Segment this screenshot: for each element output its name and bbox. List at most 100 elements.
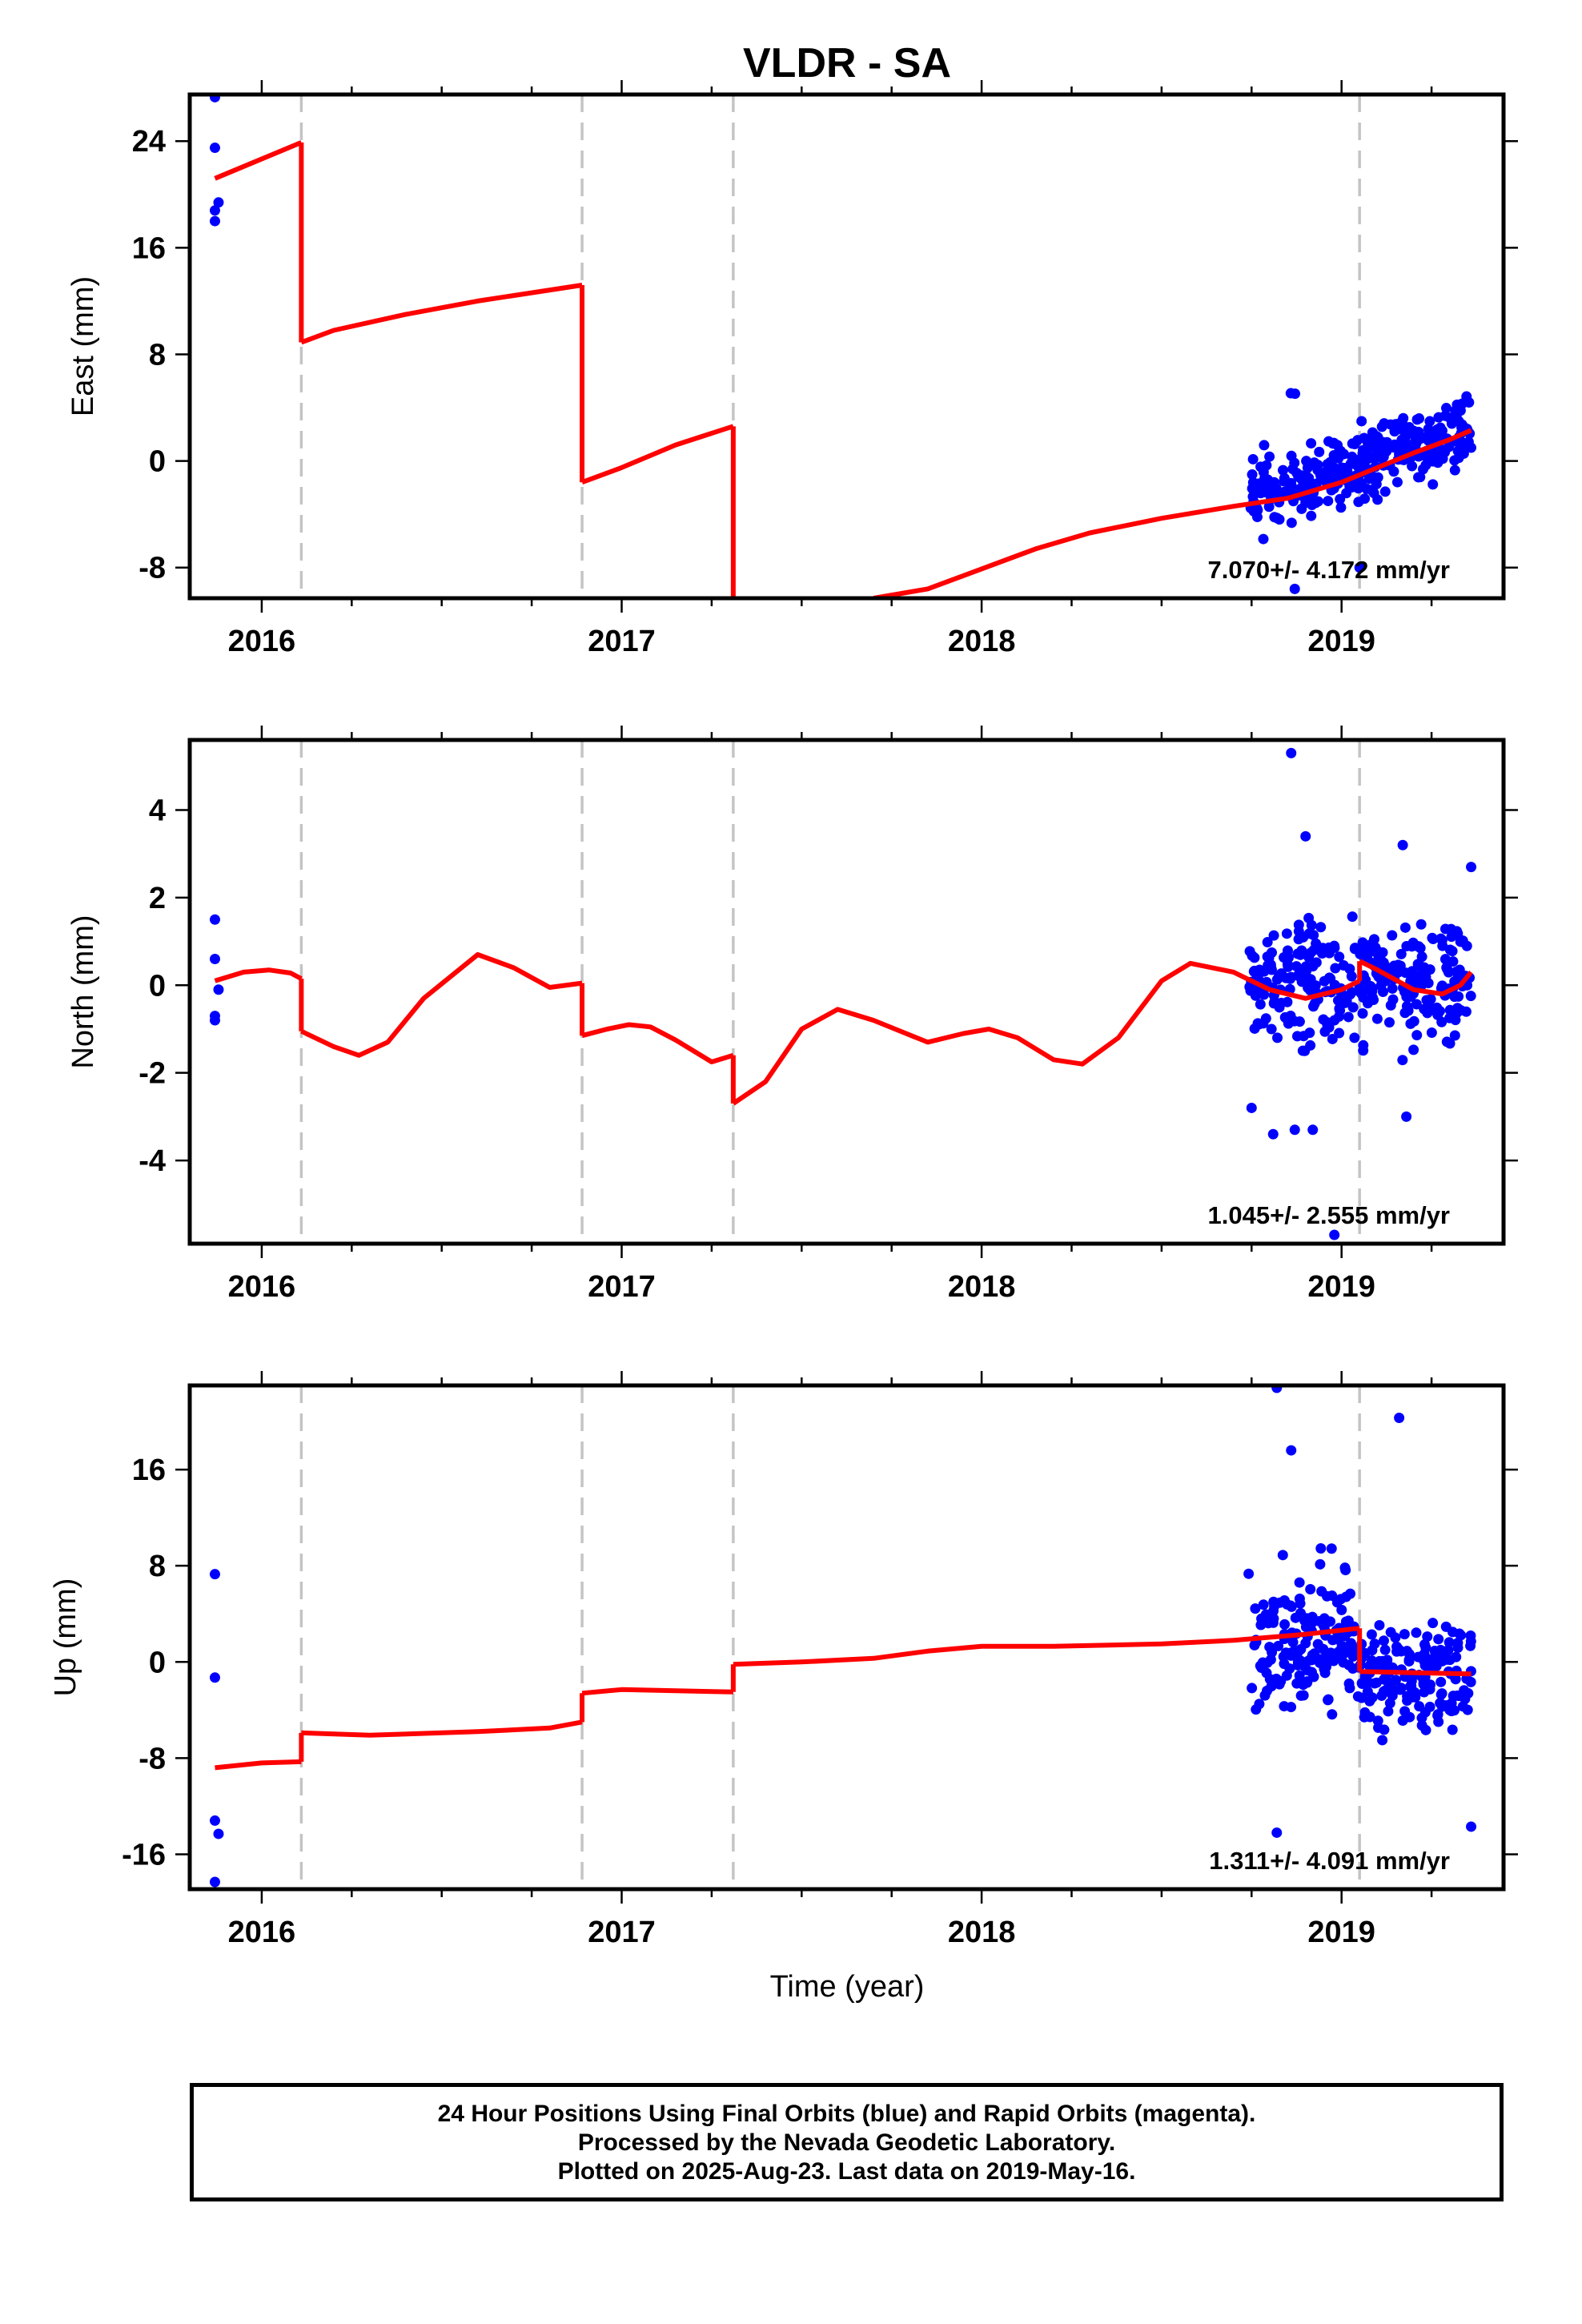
data-point [1359,493,1371,505]
data-point [1331,469,1342,480]
data-point [1328,1655,1339,1667]
data-point [1420,1724,1431,1735]
data-point [1268,1596,1279,1607]
data-point [1340,1565,1351,1576]
y-tick-label: 4 [149,794,166,828]
data-point [1349,943,1360,955]
data-point [1399,1629,1410,1640]
data-point [1287,1637,1299,1648]
data-point [1405,1018,1416,1029]
chart-title: VLDR - SA [743,40,951,86]
data-point [1378,1686,1389,1697]
data-point [1443,1637,1455,1648]
data-point [1361,446,1372,457]
data-point [1303,928,1315,939]
data-point [1397,839,1408,850]
data-point [1403,1655,1415,1666]
data-point [1286,971,1297,983]
x-axis-label: Time (year) [770,1970,925,2004]
y-axis-label: North (mm) [66,915,100,1068]
x-tick-label: 2016 [228,1916,296,1949]
data-point [1295,1598,1306,1609]
data-point [1266,1681,1277,1692]
data-point [1354,562,1365,573]
data-point [1419,1660,1431,1671]
y-tick-label: 8 [149,338,166,372]
data-point [1293,919,1304,931]
data-point [1336,1604,1347,1615]
data-point [1279,1011,1291,1023]
data-point [1372,452,1383,463]
data-point [1263,501,1275,513]
data-point [1387,930,1398,941]
data-point [1251,512,1263,523]
rate-label: 1.311+/- 4.091 mm/yr [1209,1847,1450,1875]
data-point [1334,1027,1345,1039]
data-point [1417,464,1428,475]
data-point [1403,422,1415,433]
data-point [1343,1011,1354,1023]
y-tick-label: -8 [139,1742,166,1775]
data-point [1274,1679,1285,1690]
data-point [1385,1626,1396,1638]
data-point [1286,747,1297,758]
data-point [1465,991,1476,1002]
data-point [1401,1111,1412,1122]
data-point [1411,1030,1423,1041]
data-point [1272,1032,1283,1043]
data-point [1250,990,1261,1001]
data-point [1296,474,1307,485]
y-tick-label: 0 [149,445,166,479]
data-point [1345,1588,1356,1599]
x-tick-label: 2017 [588,1270,656,1304]
data-point [1369,1638,1380,1650]
x-tick-label: 2018 [948,1270,1016,1304]
data-point [1433,1634,1444,1645]
data-point [1299,493,1311,505]
data-point [1415,974,1427,985]
data-point [1309,998,1320,1009]
y-tick-label: 24 [132,125,166,159]
model-segment [581,1022,734,1064]
data-point [1408,1044,1419,1055]
data-point [1255,487,1266,498]
data-point [1359,1647,1371,1659]
data-point [1316,1586,1327,1597]
data-point [1327,1709,1338,1720]
model-segment [300,952,583,1058]
data-point [1308,944,1319,955]
data-point [1323,1695,1334,1706]
data-point [1268,930,1279,941]
data-point [1307,1124,1319,1136]
x-tick-label: 2018 [948,1916,1016,1949]
data-point [1277,1550,1288,1561]
data-point [1394,1413,1405,1424]
data-point [1290,388,1301,400]
data-point [1437,940,1448,951]
data-point [1356,1678,1367,1689]
data-point [1432,1710,1443,1721]
data-point [1363,473,1375,485]
data-point [209,143,220,154]
data-point [1295,1607,1306,1618]
data-point [1302,1676,1313,1687]
data-point [1404,1711,1415,1723]
data-point [1378,1635,1389,1647]
model-segment [301,1719,583,1738]
x-tick-label: 2017 [588,625,656,658]
data-point [1383,1706,1394,1717]
data-point [1417,1673,1428,1684]
data-point [1306,510,1317,521]
data-point [213,197,224,208]
data-point [1291,961,1302,972]
data-point [1377,1735,1388,1746]
data-point [1246,1102,1257,1113]
data-point [1407,460,1418,472]
data-point [1363,940,1375,951]
x-tick-label: 2019 [1307,1916,1375,1949]
data-point [1299,1045,1311,1056]
data-point [1429,427,1440,438]
data-point [1457,1701,1468,1712]
data-point [1261,480,1272,492]
data-point [1397,1055,1408,1066]
